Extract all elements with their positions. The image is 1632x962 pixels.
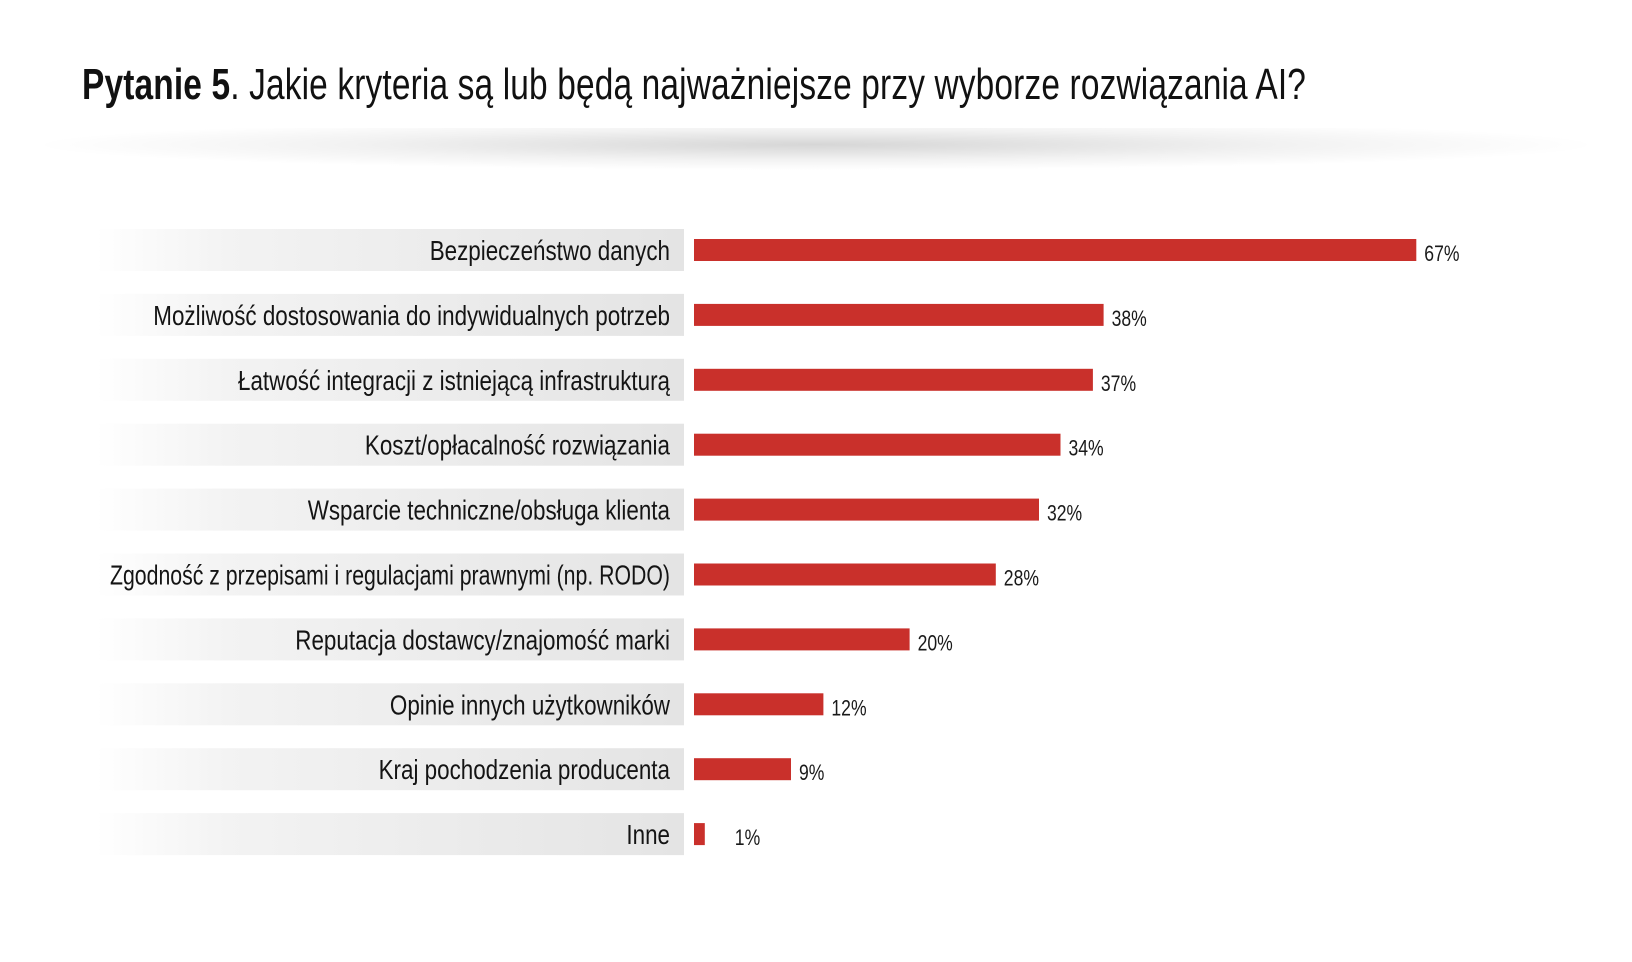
category-labels: Bezpieczeństwo danych Możliwość dostosowa… — [110, 235, 671, 850]
value-label: 34% — [1069, 436, 1104, 461]
category-label: Opinie innych użytkowników — [390, 689, 671, 720]
bars — [694, 239, 1417, 846]
value-label: 32% — [1047, 501, 1082, 526]
bar — [694, 433, 1061, 456]
value-label: 1% — [735, 825, 760, 850]
value-label: 28% — [1004, 566, 1039, 591]
bar — [694, 303, 1104, 326]
bar — [694, 563, 996, 586]
label-band — [96, 358, 684, 401]
category-label: Łatwość integracji z istniejącą infrastr… — [238, 365, 670, 396]
bar — [694, 239, 1417, 261]
label-band — [96, 488, 684, 531]
category-label: Koszt/opłacalność rozwiązania — [365, 430, 670, 461]
question-number: Pytanie 5 — [82, 60, 231, 109]
chart-title: Pytanie 5. Jakie kryteria są lub będą na… — [82, 60, 1306, 110]
label-bands — [96, 229, 684, 856]
question-text: . Jakie kryteria są lub będą najważniejs… — [230, 60, 1307, 109]
category-label: Wsparcie techniczne/obsługa klienta — [308, 495, 671, 526]
category-label: Kraj pochodzenia producenta — [379, 754, 671, 785]
value-label: 38% — [1112, 306, 1147, 331]
label-band — [96, 813, 684, 856]
category-label: Reputacja dostawcy/znajomość marki — [295, 624, 670, 655]
bar — [694, 758, 791, 781]
bar — [694, 368, 1093, 391]
value-label: 12% — [831, 695, 866, 720]
bar — [694, 628, 910, 651]
bar — [694, 693, 824, 716]
value-label: 67% — [1424, 241, 1459, 266]
title-divider-shadow — [0, 128, 1632, 184]
category-label: Inne — [626, 819, 670, 850]
label-band — [96, 293, 684, 336]
value-label: 37% — [1101, 371, 1136, 396]
value-label: 20% — [918, 630, 953, 655]
label-band — [96, 618, 684, 661]
bar — [694, 823, 705, 846]
value-label: 9% — [799, 760, 824, 785]
label-band — [96, 553, 684, 596]
label-band — [96, 423, 684, 466]
value-labels: 67% 38% 37% 34% 32% 28% 20% 12% 9% 1% — [735, 241, 1460, 850]
label-band — [96, 683, 684, 726]
label-band — [96, 229, 684, 271]
label-band — [96, 748, 684, 791]
category-label: Możliwość dostosowania do indywidualnych… — [153, 300, 670, 331]
bar — [694, 498, 1039, 521]
category-label: Zgodność z przepisami i regulacjami praw… — [110, 560, 670, 591]
category-label: Bezpieczeństwo danych — [430, 235, 670, 266]
